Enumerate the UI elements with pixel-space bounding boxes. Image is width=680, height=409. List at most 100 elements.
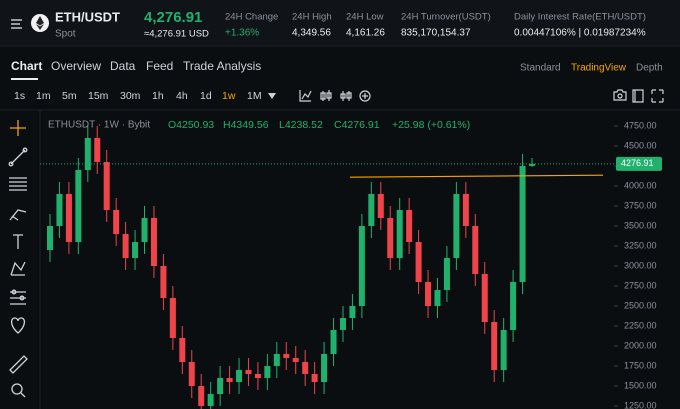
legend-ohlc: L4238.52 [279, 119, 323, 131]
market: Spot [55, 29, 76, 40]
candle-body [453, 194, 460, 258]
last-price-tag [616, 156, 662, 171]
candle-body [283, 354, 290, 358]
y-tick-label: 3000.00 [624, 260, 657, 270]
drawing-toolbar[interactable] [8, 120, 28, 398]
candle-body [339, 318, 346, 330]
coin-glyph [36, 16, 44, 30]
header-bar [0, 0, 680, 46]
interval[interactable]: 4h [176, 90, 188, 102]
y-tick-label: 1500.00 [624, 380, 657, 390]
last-price-tag-label: 4276.91 [621, 158, 654, 168]
legend-ohlc: O4250.93 [168, 119, 214, 131]
candle-body [75, 170, 82, 242]
tab[interactable]: Trade Analysis [183, 59, 261, 73]
interval[interactable]: 1d [200, 90, 212, 102]
candle-body [188, 362, 195, 386]
candle-body [349, 306, 356, 318]
interval[interactable]: 1w [222, 90, 236, 102]
candle-body [207, 394, 214, 406]
candle-body [264, 366, 271, 378]
candle-body [519, 166, 526, 282]
candle-body [94, 138, 101, 162]
pair[interactable]: ETH/USDT [55, 9, 120, 24]
active-tab-underline [11, 78, 38, 80]
y-tick-label: 3500.00 [624, 220, 657, 230]
candle-body [358, 226, 365, 306]
tab[interactable]: Chart [11, 59, 42, 73]
candle-body [472, 226, 479, 274]
candle-body [84, 138, 91, 170]
last-price-usd: ≈4,276.91 USD [144, 29, 209, 40]
menu-icon[interactable] [11, 19, 22, 29]
candle-body [113, 210, 120, 234]
legend-ohlc: H4349.56 [223, 119, 269, 131]
candle-body [443, 258, 450, 290]
interval[interactable]: 5m [62, 90, 77, 102]
stat-label: 24H High [292, 12, 332, 23]
view-mode[interactable]: Depth [636, 63, 663, 74]
candle-body [311, 374, 318, 382]
legend-symbol: ETHUSDT · 1W · Bybit [48, 120, 150, 131]
interval[interactable]: 15m [88, 90, 109, 102]
y-tick-label: 2750.00 [624, 280, 657, 290]
interval[interactable]: 30m [120, 90, 141, 102]
candle-body [425, 282, 432, 306]
stat-value: 0.00447106% | 0.01987234% [514, 28, 646, 39]
interval[interactable]: 1M [247, 90, 262, 102]
interval[interactable]: 1h [152, 90, 164, 102]
stat-value: 4,349.56 [292, 28, 331, 39]
candle-body [462, 194, 469, 226]
y-tick-label: 1750.00 [624, 360, 657, 370]
interval[interactable]: 1m [36, 90, 51, 102]
candle-body [434, 290, 441, 306]
y-tick-label: 4500.00 [624, 140, 657, 150]
candle-body [169, 298, 176, 338]
candle-body [236, 370, 243, 382]
candle-body [226, 378, 233, 382]
legend-ohlc: +25.98 (+0.61%) [392, 119, 470, 131]
view-mode[interactable]: TradingView [571, 63, 627, 74]
last-price: 4,276.91 [144, 9, 202, 26]
tab[interactable]: Data [110, 59, 136, 73]
stat-label: Daily Interest Rate(ETH/USDT) [514, 12, 646, 23]
legend-ohlc: C4276.91 [334, 119, 380, 131]
trend-line [349, 174, 604, 178]
tab[interactable]: Feed [146, 59, 173, 73]
candle-body [150, 218, 157, 266]
interval[interactable]: 1s [14, 90, 25, 102]
candle-body [500, 330, 507, 370]
candle-body [330, 330, 337, 354]
candle-body [65, 194, 72, 242]
view-mode[interactable]: Standard [520, 63, 561, 74]
candle-body [396, 210, 403, 258]
candle-body [141, 218, 148, 242]
candle-body [56, 194, 63, 226]
candle-body [302, 362, 309, 374]
candle-body [273, 354, 280, 366]
candle-body [529, 163, 535, 166]
candle-body [321, 354, 328, 382]
candle-body [179, 338, 186, 362]
y-tick-label: 4000.00 [624, 180, 657, 190]
candle-body [415, 242, 422, 282]
y-tick-label: 2250.00 [624, 320, 657, 330]
y-tick-label: 4750.00 [624, 120, 657, 130]
candle-body [47, 226, 53, 250]
y-tick-label: 1250.00 [624, 400, 657, 409]
candle-body [481, 274, 488, 322]
candle-body [217, 378, 224, 394]
candle-body [122, 234, 129, 258]
candle-body [406, 210, 413, 242]
y-tick-label: 3750.00 [624, 200, 657, 210]
candle-body [510, 282, 517, 330]
stat-label: 24H Low [346, 12, 384, 23]
candle-body [245, 370, 252, 374]
tab[interactable]: Overview [51, 59, 101, 73]
candle-body [491, 322, 498, 370]
candle-body [377, 194, 384, 218]
candle-body [292, 358, 299, 362]
stat-value: 835,170,154.37 [401, 28, 471, 39]
